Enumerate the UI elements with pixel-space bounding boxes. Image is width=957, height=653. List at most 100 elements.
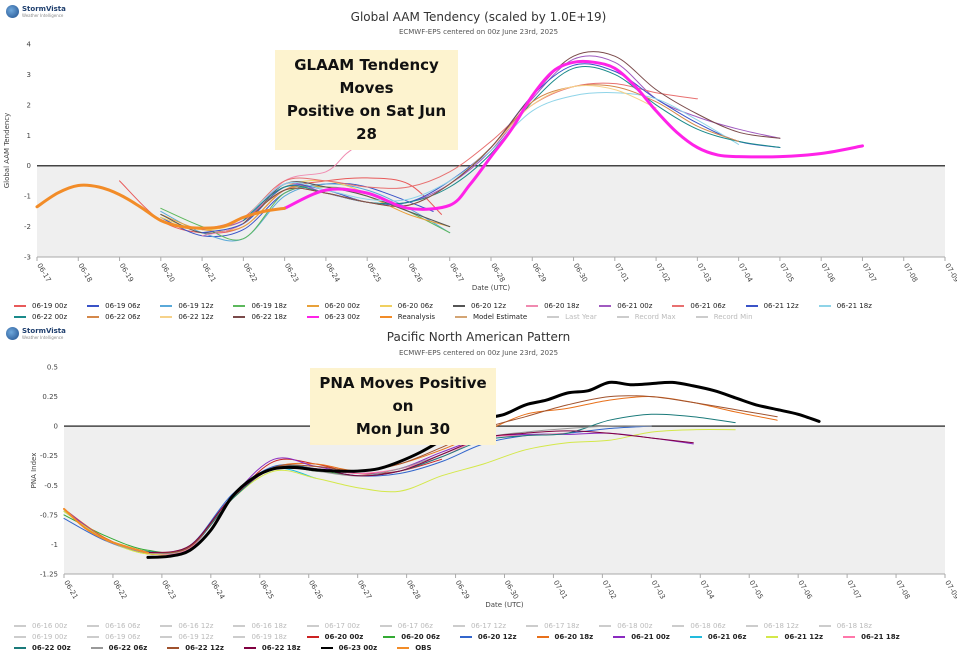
legend-swatch bbox=[233, 635, 246, 638]
legend-label: 06-20 00z bbox=[324, 632, 364, 641]
x-tick-label: 07-02 bbox=[601, 579, 618, 601]
legend-item[interactable]: Model Estimate bbox=[454, 311, 527, 322]
legend-item[interactable]: 06-23 00z bbox=[320, 642, 377, 653]
legend-item[interactable]: 06-18 12z bbox=[745, 620, 799, 631]
legend-item[interactable]: 06-21 06z bbox=[672, 300, 726, 311]
legend-item[interactable]: 06-22 06z bbox=[87, 311, 140, 322]
legend-item[interactable]: 06-18 00z bbox=[599, 620, 652, 631]
legend-item[interactable]: 06-22 00z bbox=[14, 642, 71, 653]
legend-item[interactable]: 06-20 00z bbox=[306, 631, 364, 642]
legend-item[interactable]: 06-17 06z bbox=[379, 620, 433, 631]
x-tick-label: 07-08 bbox=[902, 262, 919, 284]
legend-item[interactable]: 06-19 18z bbox=[233, 300, 287, 311]
legend-item[interactable]: 06-21 18z bbox=[843, 631, 900, 642]
legend-item[interactable]: 06-16 06z bbox=[87, 620, 140, 631]
legend-item[interactable]: 06-21 00z bbox=[599, 300, 652, 311]
legend-swatch bbox=[233, 315, 246, 318]
legend-swatch bbox=[306, 635, 319, 638]
legend-item[interactable]: 06-19 06z bbox=[87, 300, 140, 311]
legend-item[interactable]: 06-21 06z bbox=[689, 631, 746, 642]
callout-line: PNA Moves Positive on bbox=[319, 374, 487, 415]
legend-item[interactable]: 06-20 06z bbox=[379, 300, 433, 311]
logo-globe-icon bbox=[6, 327, 19, 340]
legend-item[interactable]: 06-20 06z bbox=[383, 631, 440, 642]
legend-label: 06-22 06z bbox=[105, 312, 141, 321]
negative-region bbox=[64, 426, 945, 574]
legend-label: 06-17 12z bbox=[470, 621, 507, 630]
legend-item[interactable]: 06-19 12z bbox=[160, 300, 213, 311]
legend-label: 06-21 00z bbox=[631, 632, 670, 641]
legend-swatch bbox=[14, 624, 26, 627]
legend-label: Reanalysis bbox=[397, 312, 435, 321]
y-tick-label: -1 bbox=[51, 541, 58, 549]
x-tick-label: 06-22 bbox=[111, 579, 128, 601]
x-tick-label: 07-01 bbox=[552, 579, 569, 601]
legend-item[interactable]: 06-17 00z bbox=[306, 620, 360, 631]
series-line-06-22-00z bbox=[105, 413, 736, 554]
legend-item[interactable]: 06-21 00z bbox=[613, 631, 670, 642]
stormvista-logo: StormVista Weather Intelligence bbox=[6, 5, 66, 18]
legend-item[interactable]: 06-18 06z bbox=[672, 620, 726, 631]
legend-swatch bbox=[233, 304, 246, 307]
legend-swatch bbox=[87, 304, 100, 307]
legend-label: 06-21 18z bbox=[836, 301, 872, 310]
callout-line: Mon Jun 30 bbox=[355, 420, 451, 438]
legend-item[interactable]: Reanalysis bbox=[379, 311, 435, 322]
x-tick-label: 06-18 bbox=[77, 262, 94, 284]
legend-item[interactable]: 06-18 18z bbox=[818, 620, 872, 631]
legend-swatch bbox=[160, 635, 173, 638]
legend-swatch bbox=[818, 624, 831, 627]
legend-item[interactable]: 06-22 18z bbox=[233, 311, 287, 322]
legend-label: Record Max bbox=[634, 312, 676, 321]
legend-item[interactable]: 06-19 18z bbox=[233, 631, 287, 642]
series-line-06-21-06z bbox=[201, 82, 698, 231]
legend-swatch bbox=[306, 304, 319, 307]
legend-label: 06-19 18z bbox=[251, 301, 287, 310]
legend-item[interactable]: 06-22 12z bbox=[167, 642, 224, 653]
legend-label: 06-22 12z bbox=[185, 643, 224, 652]
x-tick-label: 06-17 bbox=[35, 262, 52, 284]
legend-item[interactable]: Record Max bbox=[616, 311, 676, 322]
legend-item[interactable]: 06-20 12z bbox=[452, 300, 506, 311]
legend-item[interactable]: 06-19 06z bbox=[87, 631, 140, 642]
legend-item[interactable]: 06-19 00z bbox=[14, 631, 67, 642]
legend-swatch bbox=[14, 304, 26, 307]
legend-item[interactable]: 06-17 18z bbox=[526, 620, 579, 631]
legend-item[interactable]: OBS bbox=[397, 642, 432, 653]
legend-swatch bbox=[616, 315, 629, 318]
legend-item[interactable]: 06-16 18z bbox=[233, 620, 287, 631]
y-tick-label: -0.25 bbox=[40, 452, 58, 460]
legend-item[interactable]: Last Year bbox=[547, 311, 597, 322]
legend-item[interactable]: 06-19 12z bbox=[160, 631, 213, 642]
legend-item[interactable]: 06-20 18z bbox=[536, 631, 593, 642]
y-tick-label: 3 bbox=[27, 71, 31, 79]
legend-item[interactable]: 06-22 12z bbox=[160, 311, 213, 322]
legend-item[interactable]: 06-22 06z bbox=[90, 642, 147, 653]
legend-item[interactable]: 06-21 12z bbox=[766, 631, 823, 642]
legend-item[interactable]: 06-22 00z bbox=[14, 311, 67, 322]
legend-label: 06-17 06z bbox=[397, 621, 433, 630]
chart-legend: 06-19 00z 06-19 06z 06-19 12z 06-19 18z 06-2… bbox=[14, 300, 949, 322]
legend-item[interactable]: 06-20 18z bbox=[526, 300, 579, 311]
legend-label: 06-19 06z bbox=[105, 301, 141, 310]
legend-label: 06-18 06z bbox=[690, 621, 726, 630]
legend-item[interactable]: Record Min bbox=[695, 311, 753, 322]
y-tick-label: 0.25 bbox=[42, 393, 58, 401]
legend-item[interactable]: 06-16 12z bbox=[160, 620, 213, 631]
legend-swatch bbox=[547, 315, 560, 318]
legend-item[interactable]: 06-17 12z bbox=[452, 620, 507, 631]
legend-swatch bbox=[452, 304, 465, 307]
legend-item[interactable]: 06-21 12z bbox=[745, 300, 799, 311]
legend-item[interactable]: 06-20 12z bbox=[459, 631, 517, 642]
legend-item[interactable]: 06-23 00z bbox=[306, 311, 360, 322]
legend-item[interactable]: 06-20 00z bbox=[306, 300, 360, 311]
legend-item[interactable]: 06-19 00z bbox=[14, 300, 67, 311]
legend-swatch bbox=[160, 304, 173, 307]
x-tick-label: 07-08 bbox=[894, 579, 911, 601]
legend-swatch bbox=[452, 624, 465, 627]
legend-item[interactable]: 06-22 18z bbox=[243, 642, 301, 653]
legend-item[interactable]: 06-21 18z bbox=[818, 300, 872, 311]
x-tick-label: 06-27 bbox=[448, 262, 465, 284]
legend-item[interactable]: 06-16 00z bbox=[14, 620, 67, 631]
x-tick-label: 07-06 bbox=[796, 579, 813, 601]
